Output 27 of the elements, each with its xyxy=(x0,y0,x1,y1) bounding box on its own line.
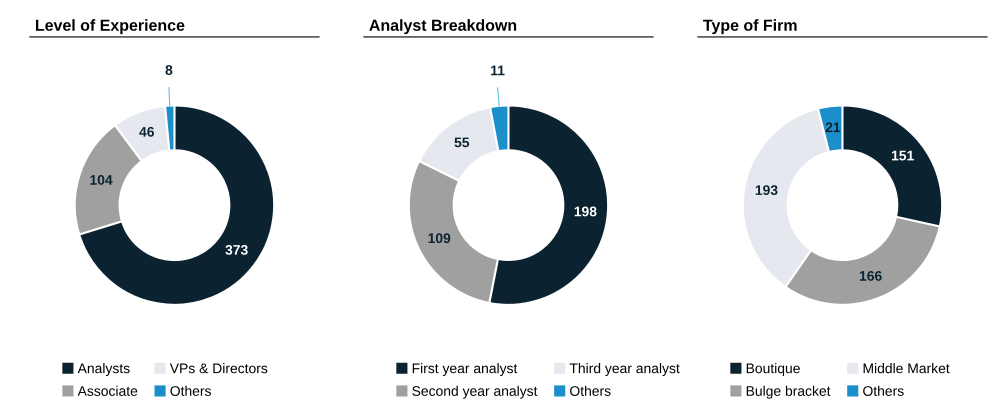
data-label: 198 xyxy=(574,206,597,216)
legend-label: Others xyxy=(570,386,611,396)
data-label: 151 xyxy=(892,150,914,160)
legend-label: Others xyxy=(170,386,211,396)
chart-title: Level of Experience xyxy=(36,19,184,34)
chart-title: Analyst Breakdown xyxy=(369,19,516,34)
legend-label: Third year analyst xyxy=(570,363,680,376)
legend-label: Middle Market xyxy=(864,363,950,374)
chart-title: Type of Firm xyxy=(703,19,797,34)
data-label: 46 xyxy=(139,126,154,137)
data-label: 55 xyxy=(454,138,470,148)
data-label: 8 xyxy=(165,65,172,75)
legend-label: Bulge bracket xyxy=(746,386,830,399)
data-label: 11 xyxy=(491,66,505,76)
data-label: 21 xyxy=(826,122,840,132)
legend-label: VPs & Directors xyxy=(170,363,268,374)
legend-label: Second year analyst xyxy=(412,386,538,399)
data-label: 193 xyxy=(756,185,778,196)
legend-label: Others xyxy=(863,386,904,396)
data-label: 104 xyxy=(90,175,113,185)
legend-label: First year analyst xyxy=(412,363,518,376)
legend-label: Associate xyxy=(78,386,138,396)
legend-label: Boutique xyxy=(746,363,800,376)
legend-label: Analysts xyxy=(78,363,130,376)
data-label: 109 xyxy=(428,233,450,244)
data-label: 166 xyxy=(860,271,882,281)
data-label: 373 xyxy=(225,244,248,255)
